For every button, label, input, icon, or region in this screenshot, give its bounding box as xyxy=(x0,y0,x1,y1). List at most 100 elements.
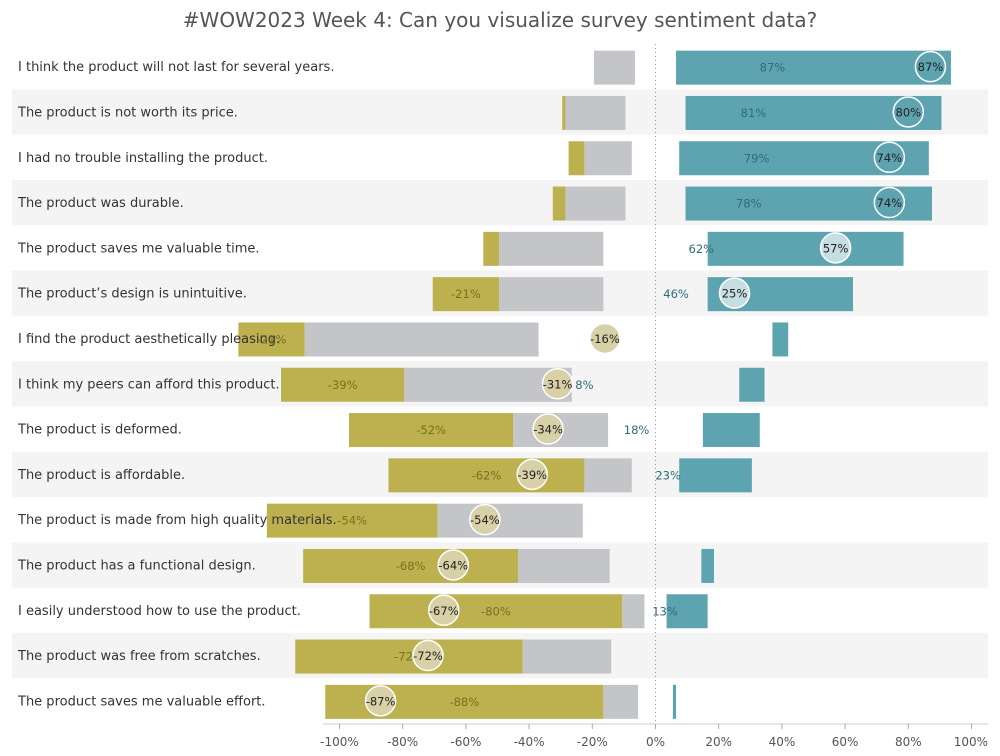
bar-negative xyxy=(552,186,566,221)
bar-neutral xyxy=(518,548,610,583)
net-score-label: 74% xyxy=(877,151,903,165)
bar-positive xyxy=(739,367,765,402)
net-score-label: -31% xyxy=(543,377,573,391)
net-score-label: -64% xyxy=(438,558,468,572)
negative-value-label: -54% xyxy=(337,514,367,528)
bar-negative xyxy=(266,503,438,538)
bar-negative xyxy=(348,413,514,448)
bar-neutral xyxy=(584,458,632,493)
negative-value-label: -21% xyxy=(451,287,481,301)
bar-negative xyxy=(369,594,623,629)
bar-negative xyxy=(562,95,566,130)
category-label: The product saves me valuable effort. xyxy=(17,694,266,709)
negative-value-label: -80% xyxy=(481,604,511,618)
x-tick-label: 100% xyxy=(954,735,988,749)
bar-neutral xyxy=(593,50,635,85)
bar-neutral xyxy=(603,684,639,719)
net-score-dot xyxy=(819,232,852,264)
net-score-dot xyxy=(541,368,574,400)
net-score-dot xyxy=(892,96,925,128)
positive-value-label: 79% xyxy=(744,151,770,165)
net-score-dot xyxy=(516,458,549,491)
x-tick-label: 60% xyxy=(832,735,859,749)
bar-neutral xyxy=(565,186,626,221)
bar-positive xyxy=(672,684,677,719)
net-score-label: -67% xyxy=(429,604,459,618)
net-score-dot xyxy=(469,503,501,536)
positive-value-label: 78% xyxy=(736,197,762,211)
bar-negative xyxy=(281,367,405,402)
net-score-dot xyxy=(532,413,564,445)
net-score-label: 80% xyxy=(896,105,922,119)
category-label: I easily understood how to use the produ… xyxy=(18,604,301,619)
category-label: The product was durable. xyxy=(17,196,184,211)
bar-positive xyxy=(702,413,760,448)
bar-negative xyxy=(238,322,305,357)
net-score-label: -16% xyxy=(590,332,620,346)
net-score-label: -34% xyxy=(533,423,563,437)
negative-value-label: -88% xyxy=(449,695,479,709)
category-label: The product is made from high quality ma… xyxy=(17,513,337,528)
category-label: The product saves me valuable time. xyxy=(17,241,260,256)
chart-title: #WOW2023 Week 4: Can you visualize surve… xyxy=(182,8,818,32)
bar-neutral xyxy=(622,594,645,629)
net-score-dot xyxy=(364,685,397,717)
net-score-dot xyxy=(873,141,906,173)
bar-neutral xyxy=(522,639,612,674)
bar-negative xyxy=(483,231,500,266)
category-label: I think the product will not last for se… xyxy=(18,60,334,75)
bar-neutral xyxy=(499,277,604,312)
negative-value-label: -39% xyxy=(328,378,358,392)
x-tick-label: -80% xyxy=(387,735,418,749)
bar-negative xyxy=(295,639,523,674)
bar-negative xyxy=(568,141,585,176)
category-label: The product was free from scratches. xyxy=(17,649,261,664)
bar-neutral xyxy=(304,322,539,357)
category-label: The product is deformed. xyxy=(17,423,182,438)
bar-positive xyxy=(707,231,904,266)
negative-value-label: -68% xyxy=(396,559,426,573)
positive-value-label: 62% xyxy=(689,242,715,256)
positive-value-label: 23% xyxy=(655,468,681,482)
bar-neutral xyxy=(437,503,583,538)
bar-positive xyxy=(666,594,708,629)
net-score-dot xyxy=(589,322,621,355)
category-label: I find the product aesthetically pleasin… xyxy=(18,332,280,347)
positive-value-label: 46% xyxy=(663,287,689,301)
bar-positive xyxy=(676,50,951,85)
bar-negative xyxy=(432,277,500,312)
net-score-label: -87% xyxy=(366,694,396,708)
bar-neutral xyxy=(584,141,632,176)
category-label: The product is not worth its price. xyxy=(17,105,238,120)
bar-neutral xyxy=(565,95,626,130)
net-score-label: -39% xyxy=(517,468,547,482)
bar-positive xyxy=(701,548,714,583)
positive-value-label: 8% xyxy=(575,378,593,392)
x-tick-label: -60% xyxy=(450,735,481,749)
category-label: The product has a functional design. xyxy=(17,558,256,573)
net-score-dot xyxy=(873,186,906,219)
x-tick-label: -40% xyxy=(514,735,545,749)
category-label: The product’s design is unintuitive. xyxy=(17,287,247,302)
category-label: I think my peers can afford this product… xyxy=(18,377,280,392)
x-tick-label: -20% xyxy=(577,735,608,749)
net-score-label: 87% xyxy=(918,60,944,74)
bar-negative xyxy=(388,458,585,493)
net-score-dot xyxy=(718,277,751,309)
negative-value-label: -62% xyxy=(472,468,502,482)
net-score-dot xyxy=(914,50,947,83)
net-score-label: -72% xyxy=(413,649,443,663)
net-score-label: -54% xyxy=(470,513,500,527)
positive-value-label: 18% xyxy=(624,423,650,437)
net-score-dot xyxy=(437,549,470,581)
category-label: The product is affordable. xyxy=(17,468,185,483)
negative-value-label: -21% xyxy=(257,332,287,346)
x-tick-label: 20% xyxy=(705,735,732,749)
bar-neutral xyxy=(499,231,604,266)
x-tick-label: 0% xyxy=(646,735,665,749)
net-score-label: 74% xyxy=(877,196,903,210)
category-label: I had no trouble installing the product. xyxy=(18,151,268,166)
positive-value-label: 81% xyxy=(741,106,767,120)
net-score-dot xyxy=(428,594,460,626)
